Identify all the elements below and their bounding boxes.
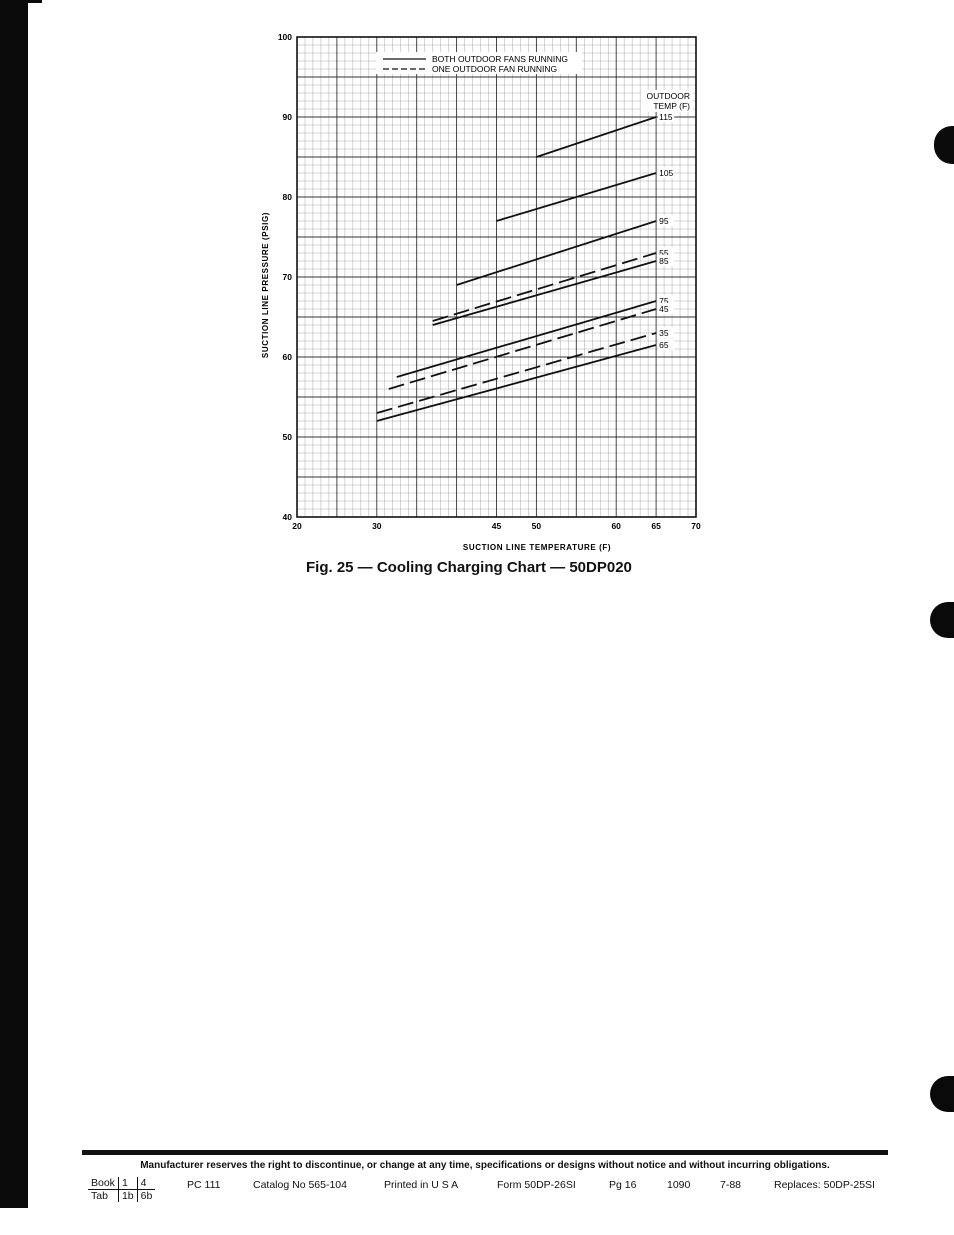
x-axis-tick-labels: 20 30 45 50 60 65 70: [292, 521, 701, 531]
x-tick-label: 70: [691, 521, 701, 531]
y-tick-label: 40: [283, 512, 293, 522]
series-label-35: 35: [659, 328, 669, 338]
footer-form: Form 50DP-26SI: [497, 1179, 576, 1191]
footer-date: 7-88: [720, 1179, 742, 1191]
binding-edge-bar: [0, 0, 28, 1208]
book-value-2: 4: [137, 1177, 156, 1190]
series-line-65: [376, 344, 657, 422]
footer-disclaimer: Manufacturer reserves the right to disco…: [140, 1160, 830, 1171]
y-tick-label: 100: [278, 32, 292, 42]
curve-group-label: OUTDOOR TEMP (F): [641, 90, 693, 112]
series-label-95: 95: [659, 216, 669, 226]
curve-group-label-box: [641, 90, 693, 112]
series-line-75: [396, 300, 657, 378]
y-tick-label: 60: [283, 352, 293, 362]
legend-label-both-fans: BOTH OUTDOOR FANS RUNNING: [432, 54, 568, 64]
series-label-115: 115: [659, 112, 673, 122]
thumb-tab-marker-3: [930, 1076, 954, 1112]
plot-frame: [296, 36, 697, 518]
x-tick-label: 45: [492, 521, 502, 531]
series-label-bg-105: [658, 167, 675, 178]
x-tick-label: 20: [292, 521, 302, 531]
tab-value-1: 1b: [118, 1189, 138, 1202]
legend-box: [376, 52, 582, 74]
tab-label: Tab: [88, 1189, 119, 1202]
figure-caption: Fig. 25 — Cooling Charging Chart — 50DP0…: [306, 559, 632, 576]
series-label-105: 105: [659, 168, 673, 178]
cooling-charging-chart: 20 30 45 50 60 65 70 40 50 60 70 80 90 100 SUCTION L…: [261, 32, 701, 552]
y-axis-label: SUCTION LINE PRESSURE (PSIG): [261, 212, 270, 358]
series-line-115: [536, 116, 657, 158]
x-axis-label: SUCTION LINE TEMPERATURE (F): [463, 543, 611, 552]
y-axis-tick-labels: 40 50 60 70 80 90 100: [278, 32, 292, 522]
footer-printed: Printed in U S A: [384, 1179, 459, 1191]
series-label-bg-75: [658, 295, 675, 306]
y-tick-label: 50: [283, 432, 293, 442]
book-value-1: 1: [118, 1177, 138, 1190]
curve-group-label-line-2: TEMP (F): [653, 101, 690, 111]
footer-rule: [82, 1150, 888, 1155]
series-label-bg-115: [658, 111, 675, 122]
tab-value-2: 6b: [140, 1190, 153, 1202]
footer-pc: PC 111: [187, 1179, 221, 1191]
footer-catalog: Catalog No 565-104: [253, 1179, 347, 1191]
series-lines: [376, 116, 657, 422]
series-line-55-dashed: [432, 252, 657, 322]
series-label-bg-95: [658, 215, 675, 226]
series-line-45-dashed: [388, 308, 657, 390]
series-line-105: [496, 172, 657, 222]
y-tick-label: 80: [283, 192, 293, 202]
footer-page: Pg 16: [609, 1179, 637, 1191]
thumb-tab-marker-1: [934, 126, 954, 164]
top-edge-mark: [28, 0, 42, 3]
x-tick-label: 60: [611, 521, 621, 531]
series-label-65: 65: [659, 340, 669, 350]
series-label-bg-45: [658, 303, 675, 314]
series-label-85: 85: [659, 256, 669, 266]
series-label-bg-85: [658, 255, 675, 266]
series-line-85: [432, 260, 657, 326]
series-label-45: 45: [659, 304, 669, 314]
book-tab-index: Book 1 4 Tab 1b 6b: [88, 1177, 156, 1202]
series-label-bg-65: [658, 339, 675, 350]
y-tick-label: 90: [283, 112, 293, 122]
curve-group-label-line-1: OUTDOOR: [647, 91, 690, 101]
series-label-bg-55: [658, 247, 675, 258]
x-tick-label: 30: [372, 521, 382, 531]
series-line-95: [456, 220, 657, 286]
footer-replaces: Replaces: 50DP-25SI: [774, 1179, 875, 1191]
legend: BOTH OUTDOOR FANS RUNNING ONE OUTDOOR FA…: [376, 52, 582, 74]
x-tick-label: 50: [532, 521, 542, 531]
y-tick-label: 70: [283, 272, 293, 282]
series-line-35-dashed: [376, 332, 657, 414]
series-label-75: 75: [659, 296, 669, 306]
thumb-tab-marker-2: [930, 602, 954, 638]
book-label: Book: [88, 1177, 119, 1190]
x-tick-label: 65: [651, 521, 661, 531]
series-label-bg-35: [658, 327, 675, 338]
footer-code: 1090: [667, 1179, 691, 1191]
legend-label-one-fan: ONE OUTDOOR FAN RUNNING: [432, 64, 557, 74]
series-label-55: 55: [659, 248, 669, 258]
